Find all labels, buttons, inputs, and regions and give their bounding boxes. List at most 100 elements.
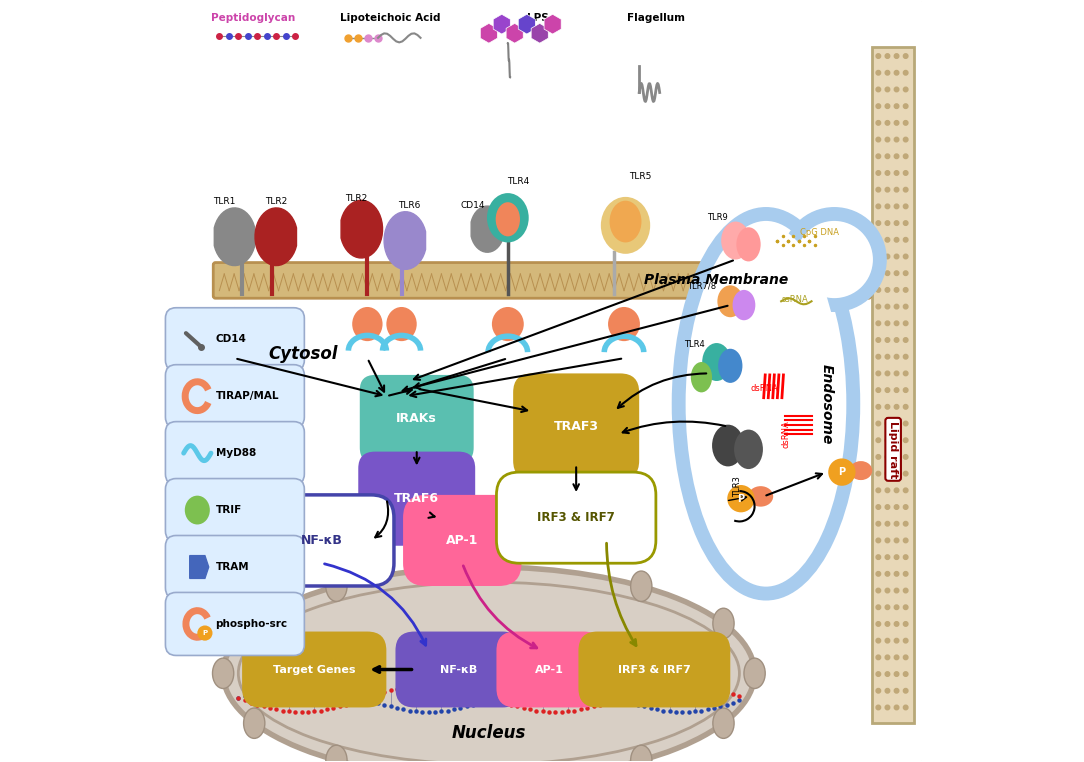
Text: TIRAP/MAL: TIRAP/MAL	[216, 391, 279, 401]
Circle shape	[876, 321, 880, 325]
Circle shape	[886, 438, 890, 443]
Circle shape	[876, 271, 880, 276]
Circle shape	[894, 639, 899, 643]
Circle shape	[903, 605, 908, 610]
Ellipse shape	[495, 202, 520, 236]
Text: NF-κB: NF-κB	[440, 664, 477, 674]
Circle shape	[886, 137, 890, 142]
Circle shape	[876, 371, 880, 376]
Circle shape	[903, 622, 908, 626]
Circle shape	[886, 87, 890, 91]
FancyBboxPatch shape	[249, 495, 393, 586]
Circle shape	[894, 622, 899, 626]
Text: TRAM: TRAM	[216, 562, 249, 572]
Circle shape	[876, 238, 880, 242]
Ellipse shape	[721, 222, 750, 260]
Ellipse shape	[744, 658, 765, 689]
Ellipse shape	[326, 745, 347, 762]
Circle shape	[903, 204, 908, 209]
FancyBboxPatch shape	[166, 592, 305, 655]
Ellipse shape	[679, 214, 853, 594]
Circle shape	[894, 54, 899, 59]
Circle shape	[903, 371, 908, 376]
Circle shape	[894, 689, 899, 693]
Circle shape	[894, 405, 899, 409]
Circle shape	[876, 287, 880, 292]
Circle shape	[894, 304, 899, 309]
Circle shape	[886, 271, 890, 276]
Circle shape	[886, 488, 890, 492]
Circle shape	[886, 455, 890, 459]
Circle shape	[886, 204, 890, 209]
Circle shape	[886, 705, 890, 709]
Ellipse shape	[734, 430, 763, 469]
Circle shape	[903, 572, 908, 576]
Circle shape	[876, 622, 880, 626]
Text: P: P	[737, 494, 745, 504]
Circle shape	[894, 705, 899, 709]
Circle shape	[886, 388, 890, 392]
Text: NF-κB: NF-κB	[301, 534, 343, 547]
Circle shape	[886, 154, 890, 158]
Circle shape	[876, 120, 880, 125]
Circle shape	[903, 120, 908, 125]
Circle shape	[886, 622, 890, 626]
FancyBboxPatch shape	[359, 452, 475, 546]
Circle shape	[886, 120, 890, 125]
Polygon shape	[472, 206, 504, 252]
Circle shape	[876, 555, 880, 559]
Circle shape	[876, 588, 880, 593]
Circle shape	[876, 689, 880, 693]
Circle shape	[876, 504, 880, 509]
Circle shape	[894, 555, 899, 559]
Text: TLR1: TLR1	[214, 197, 236, 207]
Text: ssRNA: ssRNA	[782, 294, 808, 303]
Ellipse shape	[352, 307, 383, 341]
Ellipse shape	[702, 343, 731, 381]
Circle shape	[876, 672, 880, 677]
Circle shape	[903, 438, 908, 443]
Ellipse shape	[718, 285, 744, 317]
Text: MyD88: MyD88	[216, 448, 256, 458]
Text: TLR7/8: TLR7/8	[687, 282, 717, 290]
Circle shape	[894, 605, 899, 610]
FancyBboxPatch shape	[166, 308, 305, 371]
Ellipse shape	[492, 307, 524, 341]
Text: Lipid raft: Lipid raft	[888, 421, 899, 478]
Circle shape	[894, 421, 899, 426]
Ellipse shape	[797, 222, 873, 297]
Circle shape	[876, 87, 880, 91]
Text: CpG DNA: CpG DNA	[800, 229, 839, 238]
Circle shape	[903, 338, 908, 342]
Text: dsRNA: dsRNA	[751, 384, 778, 393]
Text: CD14: CD14	[216, 335, 246, 344]
Polygon shape	[215, 208, 256, 266]
Circle shape	[894, 120, 899, 125]
Circle shape	[876, 104, 880, 108]
Circle shape	[886, 572, 890, 576]
Ellipse shape	[609, 200, 642, 242]
Circle shape	[886, 504, 890, 509]
Ellipse shape	[850, 461, 873, 480]
Ellipse shape	[244, 608, 264, 639]
Text: Endosome: Endosome	[820, 363, 834, 444]
Circle shape	[894, 104, 899, 108]
Text: P: P	[838, 467, 846, 477]
Ellipse shape	[733, 290, 756, 320]
Ellipse shape	[184, 495, 210, 524]
Text: AP-1: AP-1	[535, 664, 564, 674]
Circle shape	[886, 104, 890, 108]
Text: TLR9: TLR9	[707, 213, 728, 223]
Circle shape	[894, 538, 899, 543]
Circle shape	[903, 54, 908, 59]
Ellipse shape	[631, 745, 651, 762]
Circle shape	[894, 371, 899, 376]
Circle shape	[876, 304, 880, 309]
Circle shape	[894, 472, 899, 476]
Text: TRAF6: TRAF6	[395, 492, 439, 505]
Ellipse shape	[238, 582, 739, 762]
Circle shape	[886, 187, 890, 192]
FancyBboxPatch shape	[166, 421, 305, 485]
Circle shape	[894, 504, 899, 509]
FancyBboxPatch shape	[166, 365, 305, 427]
